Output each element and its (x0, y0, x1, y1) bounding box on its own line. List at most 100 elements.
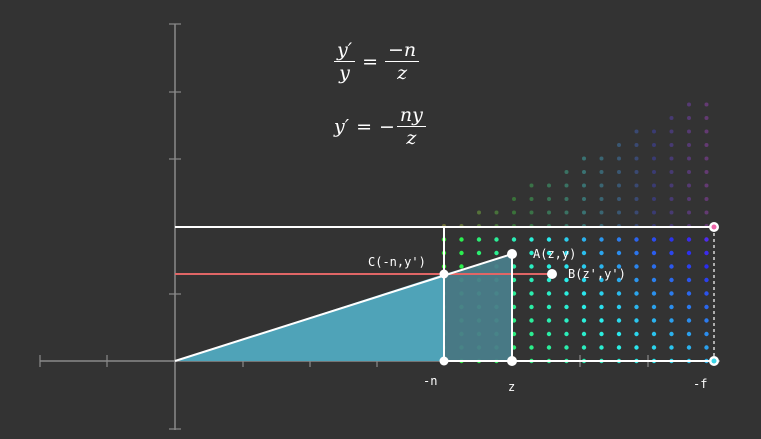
frustum-dot (669, 183, 674, 188)
frustum-dot (599, 291, 604, 296)
frustum-dot (704, 183, 709, 188)
frustum-dot (686, 331, 692, 337)
frustum-dot (476, 250, 482, 256)
frustum-dot (617, 197, 621, 201)
frustum-dot (634, 183, 639, 188)
frustum-dot (564, 237, 569, 242)
frustum-dot (564, 250, 569, 256)
frustum-dot (581, 331, 587, 337)
frustum-dot (494, 237, 499, 242)
frustum-dot (529, 345, 534, 350)
frustum-dot (616, 318, 622, 323)
frustum-dot (529, 318, 534, 323)
frustum-dot (599, 331, 604, 337)
frustum-dot (546, 318, 552, 323)
eq1-rhs-fraction: −n z (384, 40, 420, 83)
frustum-dot (669, 156, 674, 161)
frustum-dot (564, 304, 569, 310)
frustum-dot (617, 156, 621, 161)
frustum-dot (686, 304, 692, 310)
point-far-axis-inner (711, 358, 717, 364)
frustum-dot (564, 291, 569, 296)
frustum-dot (669, 250, 674, 256)
point-a (507, 249, 517, 259)
frustum-dot (582, 197, 586, 201)
frustum-dot (599, 210, 604, 215)
frustum-dot (616, 237, 622, 242)
frustum-dot (529, 197, 534, 201)
projection-ray (174, 253, 513, 362)
frustum-dot (599, 277, 604, 283)
frustum-dot (494, 210, 499, 215)
frustum-dot (476, 237, 482, 242)
point-z-axis (507, 356, 517, 366)
frustum-dot (547, 183, 551, 188)
frustum-dot (546, 331, 552, 337)
frustum-dot (634, 331, 639, 337)
frustum-dot (704, 331, 709, 337)
frustum-dot (617, 183, 621, 188)
frustum-dot (546, 250, 552, 256)
frustum-dot (634, 291, 639, 296)
frustum-dot (704, 129, 709, 134)
frustum-dot (546, 264, 552, 269)
frustum-dot (599, 250, 604, 256)
frustum-dot (704, 170, 709, 174)
frustum-dot (564, 197, 569, 201)
frustum-dot (617, 143, 621, 147)
frustum-dot (652, 156, 656, 161)
frustum-dot (634, 304, 639, 310)
frustum-dot (564, 318, 569, 323)
frustum-dot (687, 156, 691, 161)
equation-solution: y′ = − ny z (334, 105, 426, 148)
frustum-dot (581, 237, 587, 242)
frustum-dot (634, 264, 639, 269)
equation-ratio: y′ y = −n z (334, 40, 420, 83)
frustum-dot (687, 129, 691, 134)
frustum-dot (652, 183, 656, 188)
frustum-dot (686, 250, 692, 256)
frustum-dot (687, 210, 691, 215)
frustum-dot (581, 304, 587, 310)
frustum-dot (546, 345, 552, 350)
tick-label-f: -f (693, 377, 707, 391)
frustum-dot (687, 116, 691, 120)
eq2-rhs-num: ny (396, 105, 426, 127)
frustum-dot (651, 264, 657, 269)
frustum-dot (651, 250, 657, 256)
frustum-dot (599, 156, 604, 161)
frustum-dot (686, 345, 692, 350)
frustum-dot (686, 264, 692, 269)
frustum-dot (529, 210, 534, 215)
frustum-dot (687, 170, 691, 174)
frustum-dot (512, 197, 516, 201)
frustum-dot (687, 143, 691, 147)
frustum-dot (686, 277, 692, 283)
frustum-dot (564, 345, 569, 350)
frustum-dot (529, 264, 534, 269)
frustum-dot (599, 170, 604, 174)
frustum-dot (704, 250, 709, 256)
frustum-dot (669, 237, 674, 242)
label-point-b: B(z',y') (568, 267, 626, 281)
frustum-dot (459, 250, 464, 256)
frustum-dot (651, 318, 657, 323)
frustum-dot (581, 264, 587, 269)
eq2-minus: − (378, 115, 395, 138)
frustum-dot (599, 197, 604, 201)
frustum-dot (704, 116, 709, 120)
frustum-dot (669, 318, 674, 323)
frustum-dot (616, 291, 622, 296)
eq2-rhs-fraction: ny z (396, 105, 426, 148)
frustum-dot (704, 277, 709, 283)
label-point-c: C(-n,y') (368, 255, 426, 269)
frustum-dot (634, 129, 639, 134)
frustum-dot (616, 304, 622, 310)
frustum-dot (669, 304, 674, 310)
frustum-dot (651, 291, 657, 296)
point-n-axis (439, 356, 449, 366)
frustum-dot (529, 277, 534, 283)
point-far-top-inner (711, 224, 717, 230)
frustum-dot (546, 237, 552, 242)
